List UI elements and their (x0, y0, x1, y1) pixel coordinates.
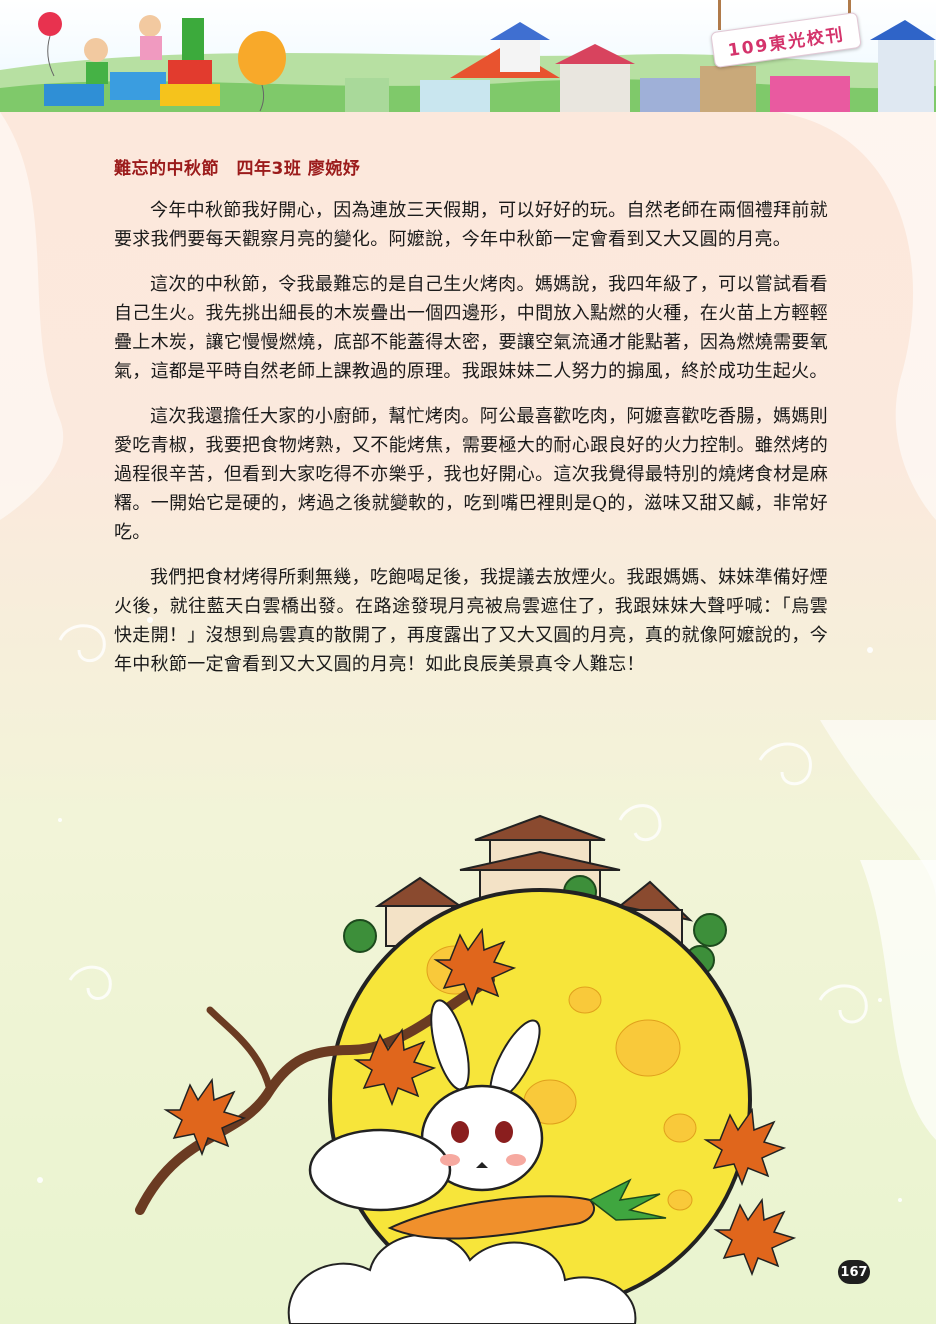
rabbit (308, 999, 544, 1212)
maple-leaves (163, 927, 797, 1277)
paragraph: 我們把食材烤得所剩無幾，吃飽喝足後，我提議去放煙火。我跟媽媽、妹妹準備好煙火後，… (114, 567, 828, 675)
cloud (287, 1233, 637, 1324)
paragraph: 這次的中秋節，令我最難忘的是自己生火烤肉。媽媽說，我四年級了，可以嘗試看看自己生… (114, 274, 828, 382)
header-banner: 109東光校刊 (0, 0, 936, 112)
header-illustration (0, 12, 936, 112)
tree-branch (135, 975, 495, 1215)
article-title: 難忘的中秋節 四年3班 廖婉妤 (114, 159, 361, 179)
page-number: 167 (838, 1260, 870, 1284)
carrot (387, 1178, 667, 1240)
moon-rabbit-illustration (135, 814, 797, 1324)
paragraph: 這次我還擔任大家的小廚師，幫忙烤肉。阿公最喜歡吃肉，阿嬤喜歡吃香腸，媽媽則愛吃青… (114, 406, 828, 543)
paragraph: 今年中秋節我好開心，因為連放三天假期，可以好好的玩。自然老師在兩個禮拜前就要求我… (114, 200, 828, 250)
article-body: 今年中秋節我好開心，因為連放三天假期，可以好好的玩。自然老師在兩個禮拜前就要求我… (114, 196, 828, 695)
